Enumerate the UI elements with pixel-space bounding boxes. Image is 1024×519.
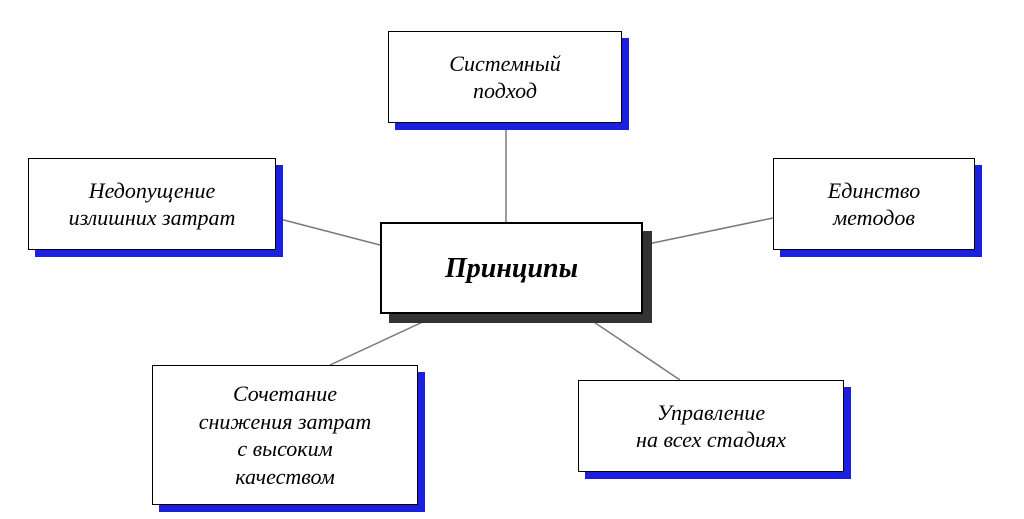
node-label: Управление на всех стадиях (636, 399, 786, 454)
node-left: Недопущение излишних затрат (28, 158, 276, 250)
node-bottom-right: Управление на всех стадиях (578, 380, 844, 472)
diagram-canvas: Принципы Системный подход Недопущение из… (0, 0, 1024, 519)
edge (582, 314, 680, 380)
node-label: Системный подход (449, 50, 560, 105)
node-label: Принципы (445, 251, 578, 286)
node-label: Сочетание снижения затрат с высоким каче… (199, 380, 372, 490)
node-label: Недопущение излишних затрат (69, 177, 236, 232)
edge (276, 218, 380, 245)
node-right: Единство методов (773, 158, 975, 250)
edge (643, 218, 773, 245)
node-center: Принципы (380, 222, 643, 314)
node-top: Системный подход (388, 31, 622, 123)
node-label: Единство методов (828, 177, 920, 232)
node-bottom-left: Сочетание снижения затрат с высоким каче… (152, 365, 418, 505)
